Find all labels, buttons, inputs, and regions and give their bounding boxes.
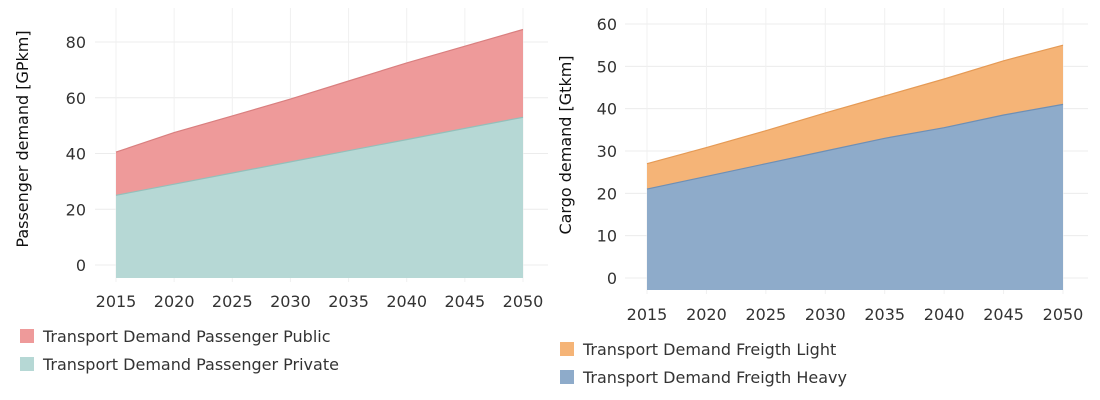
passenger-x-tick-7: 2050 [503,292,544,311]
passenger-area-public [116,29,523,196]
cargo-y-tick-4: 40 [597,100,617,119]
cargo-area-light [647,45,1063,190]
cargo-x-tick-2: 2025 [745,305,786,324]
cargo-y-tick-0: 0 [607,269,617,288]
passenger-y-tick-3: 60 [66,89,86,108]
legend-item-passenger-public[interactable]: Transport Demand Passenger Public [20,322,339,350]
legend-label-passenger-public: Transport Demand Passenger Public [43,326,331,346]
cargo-line-light [646,44,1064,165]
cargo-x-tick-5: 2040 [924,305,965,324]
legend-swatch-freight-light [560,342,574,356]
cargo-x-tick-0: 2015 [627,305,668,324]
cargo-area-heavy [647,104,1063,291]
cargo-y-tick-6: 60 [597,15,617,34]
passenger-x-tick-5: 2040 [386,292,427,311]
legend-passenger: Transport Demand Passenger Public Transp… [20,322,339,378]
passenger-area-private [116,117,523,278]
cargo-x-tick-3: 2030 [805,305,846,324]
legend-swatch-passenger-private [20,357,34,371]
cargo-x-tick-6: 2045 [983,305,1024,324]
passenger-x-tick-1: 2020 [154,292,195,311]
legend-item-passenger-private[interactable]: Transport Demand Passenger Private [20,350,339,378]
legend-label-passenger-private: Transport Demand Passenger Private [43,354,339,374]
cargo-y-axis-title: Cargo demand [Gtkm] [556,55,575,234]
passenger-y-tick-0: 0 [76,256,86,275]
passenger-line-private [115,116,524,196]
cargo-x-tick-4: 2035 [864,305,905,324]
cargo-y-tick-1: 10 [597,227,617,246]
cargo-x-tick-1: 2020 [686,305,727,324]
passenger-y-tick-2: 40 [66,145,86,164]
legend-label-freight-light: Transport Demand Freigth Light [583,339,837,359]
cargo-y-tick-3: 30 [597,142,617,161]
legend-item-freight-light[interactable]: Transport Demand Freigth Light [560,335,847,363]
passenger-x-tick-6: 2045 [444,292,485,311]
passenger-y-axis-title: Passenger demand [GPkm] [13,30,32,247]
cargo-y-tick-2: 20 [597,184,617,203]
legend-item-freight-heavy[interactable]: Transport Demand Freigth Heavy [560,363,847,391]
passenger-y-tick-1: 20 [66,200,86,219]
legend-swatch-passenger-public [20,329,34,343]
legend-cargo: Transport Demand Freigth Light Transport… [560,335,847,391]
legend-label-freight-heavy: Transport Demand Freigth Heavy [583,367,847,387]
passenger-y-tick-4: 80 [66,33,86,52]
passenger-x-tick-3: 2030 [270,292,311,311]
passenger-x-tick-0: 2015 [96,292,137,311]
cargo-line-heavy [646,103,1064,190]
cargo-x-tick-7: 2050 [1043,305,1084,324]
passenger-x-tick-4: 2035 [328,292,369,311]
cargo-y-tick-5: 50 [597,57,617,76]
legend-swatch-freight-heavy [560,370,574,384]
passenger-line-public [115,28,524,153]
passenger-x-tick-2: 2025 [212,292,253,311]
